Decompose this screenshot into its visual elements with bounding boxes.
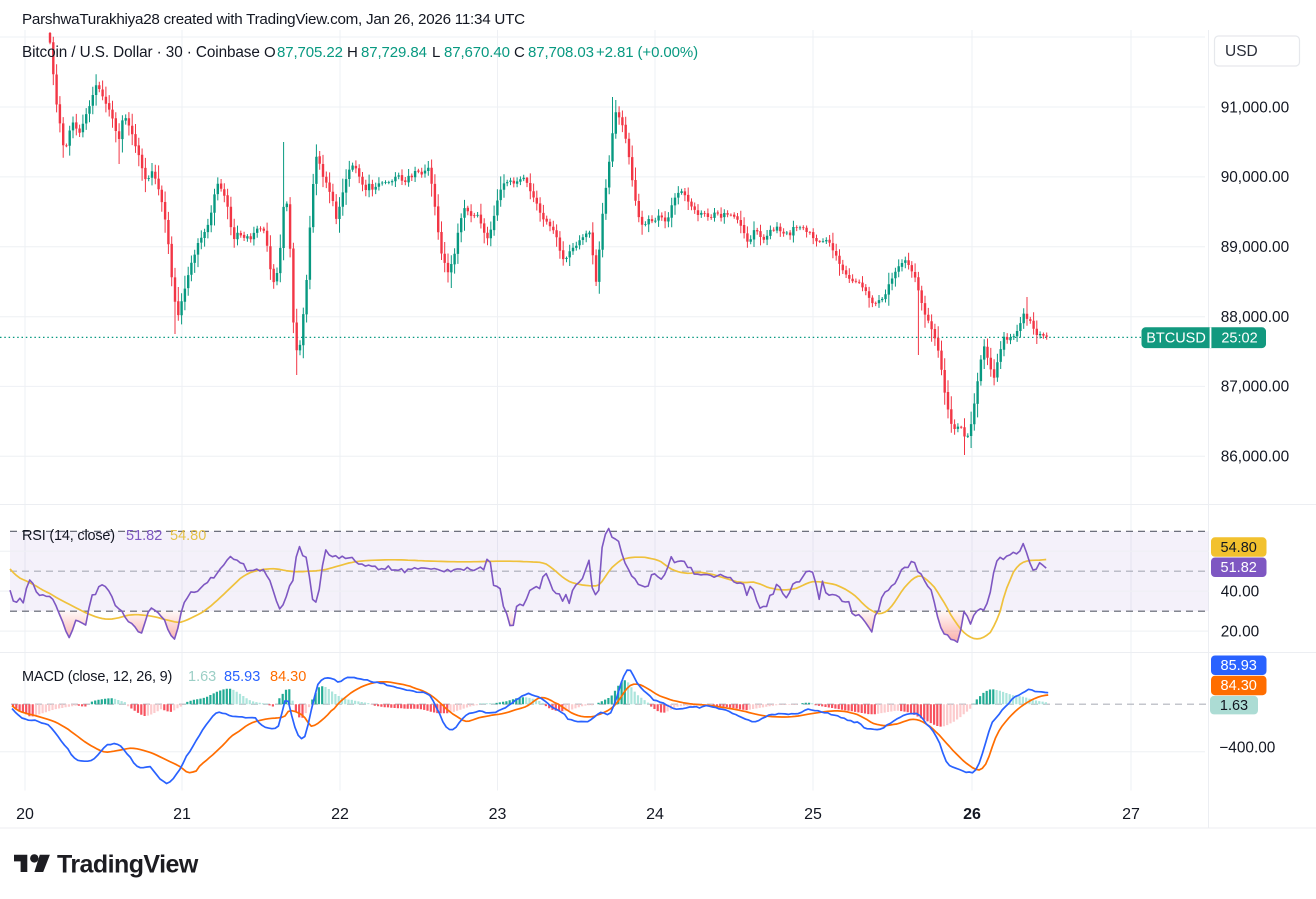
svg-text:90,000.00: 90,000.00 [1221,169,1289,186]
svg-text:20: 20 [16,806,34,823]
svg-text:85.93: 85.93 [1221,658,1257,674]
svg-text:54.80: 54.80 [1221,540,1257,556]
svg-text:40.00: 40.00 [1221,583,1260,600]
svg-text:25:02: 25:02 [1221,331,1257,347]
svg-text:MACD (close, 12, 26, 9): MACD (close, 12, 26, 9) [22,669,172,685]
svg-text:54.80: 54.80 [170,528,206,544]
svg-text:RSI (14, close): RSI (14, close) [22,528,115,544]
svg-text:27: 27 [1122,806,1140,823]
svg-text:21: 21 [173,806,191,823]
svg-text:22: 22 [331,806,349,823]
svg-text:Bitcoin / U.S. Dollar · 30 · C: Bitcoin / U.S. Dollar · 30 · Coinbase [22,44,260,61]
svg-text:51.82: 51.82 [126,528,162,544]
svg-text:−400.00: −400.00 [1219,739,1275,756]
svg-text:+2.81 (+0.00%): +2.81 (+0.00%) [596,44,698,61]
svg-text:89,000.00: 89,000.00 [1221,239,1289,256]
svg-text:87,670.40: 87,670.40 [444,44,510,61]
svg-text:BTCUSD: BTCUSD [1146,331,1206,347]
svg-text:85.93: 85.93 [224,669,260,685]
svg-text:84.30: 84.30 [1221,678,1257,694]
svg-text:88,000.00: 88,000.00 [1221,309,1289,326]
svg-text:1.63: 1.63 [188,669,216,685]
svg-text:C: C [514,44,525,61]
svg-text:26: 26 [963,806,981,823]
svg-text:87,000.00: 87,000.00 [1221,379,1289,396]
svg-text:TradingView: TradingView [57,851,199,879]
svg-text:L: L [432,44,440,61]
svg-text:87,708.03: 87,708.03 [528,44,594,61]
svg-text:O: O [264,44,276,61]
svg-text:87,705.22: 87,705.22 [277,44,343,61]
svg-text:86,000.00: 86,000.00 [1221,449,1289,466]
svg-text:H: H [347,44,358,61]
svg-text:91,000.00: 91,000.00 [1221,99,1289,116]
svg-text:USD: USD [1225,43,1258,60]
svg-text:51.82: 51.82 [1221,560,1257,576]
svg-text:1.63: 1.63 [1220,698,1248,714]
svg-text:84.30: 84.30 [270,669,306,685]
svg-text:ParshwaTurakhiya28 created wit: ParshwaTurakhiya28 created with TradingV… [22,11,525,28]
svg-text:25: 25 [804,806,822,823]
svg-text:87,729.84: 87,729.84 [361,44,427,61]
svg-text:24: 24 [646,806,664,823]
svg-text:23: 23 [489,806,507,823]
svg-text:20.00: 20.00 [1221,623,1260,640]
